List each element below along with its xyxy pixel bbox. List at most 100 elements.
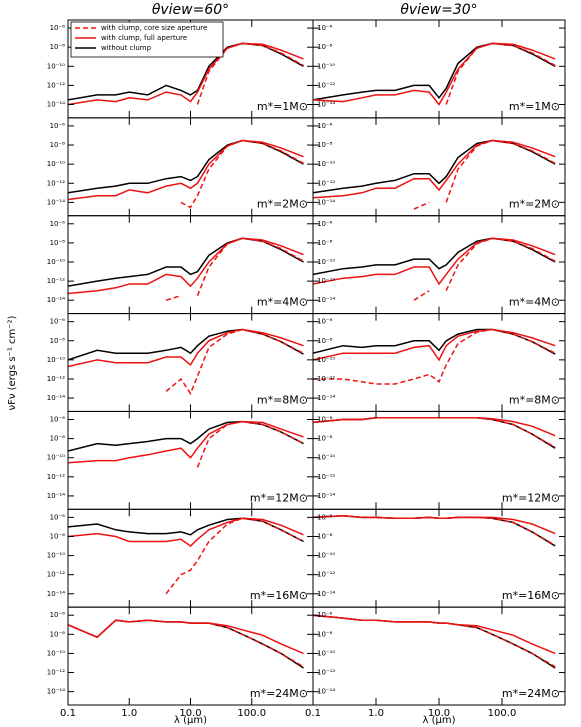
y-tick-label: 10⁻⁶ bbox=[317, 513, 333, 521]
y-tick-label: 10⁻¹⁰ bbox=[317, 649, 335, 657]
y-tick-label: 10⁻¹⁰ bbox=[317, 552, 335, 560]
y-tick-label: 10⁻¹⁴ bbox=[317, 296, 335, 304]
y-tick-label: 10⁻⁶ bbox=[50, 513, 66, 521]
legend-box bbox=[70, 21, 224, 58]
sed-curve bbox=[313, 237, 556, 286]
y-tick-label: 10⁻⁸ bbox=[317, 630, 333, 638]
y-tick-label: 10⁻¹⁰ bbox=[47, 649, 65, 657]
y-tick-label: 10⁻¹² bbox=[317, 669, 335, 677]
y-tick-label: 10⁻⁸ bbox=[50, 435, 66, 443]
y-tick-label: 10⁻⁶ bbox=[50, 416, 66, 424]
x-tick-label: 100.0 bbox=[237, 708, 266, 719]
mass-label: m*=8M⊙ bbox=[257, 393, 308, 406]
y-tick-label: 10⁻¹⁰ bbox=[317, 160, 335, 168]
mass-label: m*=24M⊙ bbox=[502, 687, 560, 700]
mass-label: m*=16M⊙ bbox=[250, 589, 308, 602]
x-tick-label: 1.0 bbox=[121, 708, 137, 719]
y-tick-label: 10⁻⁸ bbox=[317, 43, 333, 51]
sed-curve bbox=[165, 237, 304, 301]
mass-label: m*=12M⊙ bbox=[502, 491, 560, 504]
y-tick-label: 10⁻¹⁰ bbox=[317, 258, 335, 266]
y-tick-label: 10⁻⁸ bbox=[317, 532, 333, 540]
mass-label: m*=1M⊙ bbox=[509, 100, 560, 113]
y-tick-label: 10⁻¹⁰ bbox=[47, 454, 65, 462]
sed-curve bbox=[313, 139, 556, 194]
mass-label: m*=12M⊙ bbox=[250, 491, 308, 504]
y-tick-label: 10⁻⁸ bbox=[317, 239, 333, 247]
mass-label: m*=4M⊙ bbox=[257, 296, 308, 309]
y-tick-label: 10⁻⁸ bbox=[317, 141, 333, 149]
y-tick-label: 10⁻¹⁴ bbox=[317, 590, 335, 598]
y-tick-label: 10⁻¹² bbox=[47, 669, 65, 677]
sed-curve bbox=[313, 614, 556, 655]
y-tick-label: 10⁻⁸ bbox=[50, 239, 66, 247]
sed-curve bbox=[196, 42, 304, 105]
sed-curve bbox=[68, 619, 304, 668]
x-tick-label: 0.1 bbox=[60, 708, 76, 719]
sed-curve bbox=[68, 619, 304, 669]
sed-curve bbox=[313, 42, 556, 106]
sed-curve bbox=[313, 417, 556, 449]
sed-curve bbox=[413, 139, 556, 210]
y-tick-label: 10⁻⁶ bbox=[317, 416, 333, 424]
y-tick-label: 10⁻⁸ bbox=[317, 435, 333, 443]
sed-curve bbox=[313, 614, 556, 668]
y-tick-label: 10⁻¹⁴ bbox=[317, 394, 335, 402]
y-tick-label: 10⁻¹⁰ bbox=[317, 356, 335, 364]
y-tick-label: 10⁻¹⁰ bbox=[47, 356, 65, 364]
sed-curve bbox=[68, 237, 304, 287]
mass-label: m*=2M⊙ bbox=[257, 198, 308, 211]
sed-curve bbox=[68, 420, 304, 452]
y-tick-label: 10⁻⁶ bbox=[317, 122, 333, 130]
sed-curve bbox=[196, 420, 304, 468]
y-tick-label: 10⁻¹² bbox=[317, 179, 335, 187]
sed-curve bbox=[313, 514, 556, 546]
y-tick-label: 10⁻¹⁴ bbox=[47, 394, 65, 402]
sed-curve bbox=[313, 514, 556, 535]
y-tick-label: 10⁻¹⁰ bbox=[47, 258, 65, 266]
y-tick-label: 10⁻¹⁴ bbox=[47, 101, 65, 109]
y-tick-label: 10⁻¹⁰ bbox=[47, 552, 65, 560]
y-tick-label: 10⁻¹² bbox=[317, 81, 335, 89]
y-tick-label: 10⁻¹² bbox=[317, 571, 335, 579]
mass-label: m*=8M⊙ bbox=[509, 393, 560, 406]
mass-label: m*=2M⊙ bbox=[509, 198, 560, 211]
y-tick-label: 10⁻¹⁰ bbox=[47, 62, 65, 70]
y-tick-label: 10⁻⁸ bbox=[50, 43, 66, 51]
sed-curve bbox=[165, 517, 304, 595]
sed-curve bbox=[180, 139, 304, 209]
y-tick-label: 10⁻¹⁴ bbox=[317, 101, 335, 109]
y-tick-label: 10⁻¹² bbox=[47, 473, 65, 481]
y-tick-label: 10⁻⁸ bbox=[317, 337, 333, 345]
sed-curve bbox=[313, 139, 556, 199]
sed-curve bbox=[313, 237, 556, 276]
x-tick-label: 100.0 bbox=[488, 708, 517, 719]
y-tick-label: 10⁻¹² bbox=[47, 277, 65, 285]
x-tick-label: 10.0 bbox=[428, 708, 450, 719]
sed-curve bbox=[68, 237, 304, 295]
sed-curve bbox=[68, 42, 304, 106]
y-tick-label: 10⁻⁶ bbox=[50, 122, 66, 130]
y-tick-label: 10⁻¹⁴ bbox=[47, 492, 65, 500]
y-tick-label: 10⁻⁸ bbox=[50, 532, 66, 540]
y-tick-label: 10⁻⁸ bbox=[50, 337, 66, 345]
y-tick-label: 10⁻¹⁴ bbox=[47, 688, 65, 696]
y-tick-label: 10⁻⁸ bbox=[50, 141, 66, 149]
sed-curve bbox=[313, 328, 556, 362]
sed-curve bbox=[313, 328, 556, 355]
y-tick-label: 10⁻¹⁴ bbox=[47, 296, 65, 304]
y-tick-label: 10⁻¹⁰ bbox=[317, 62, 335, 70]
x-tick-label: 1.0 bbox=[368, 708, 384, 719]
sed-curve bbox=[313, 42, 556, 101]
column-title: θview=60° bbox=[152, 2, 229, 18]
legend-label: with clump, core size aperture bbox=[101, 24, 207, 32]
legend-label: with clump, full aperture bbox=[101, 34, 187, 42]
y-tick-label: 10⁻¹⁰ bbox=[317, 454, 335, 462]
y-tick-label: 10⁻⁸ bbox=[50, 630, 66, 638]
y-tick-label: 10⁻¹² bbox=[317, 473, 335, 481]
sed-curve bbox=[68, 517, 304, 547]
y-tick-label: 10⁻¹⁴ bbox=[317, 198, 335, 206]
legend-label: without clump bbox=[101, 44, 152, 52]
mass-label: m*=16M⊙ bbox=[502, 589, 560, 602]
